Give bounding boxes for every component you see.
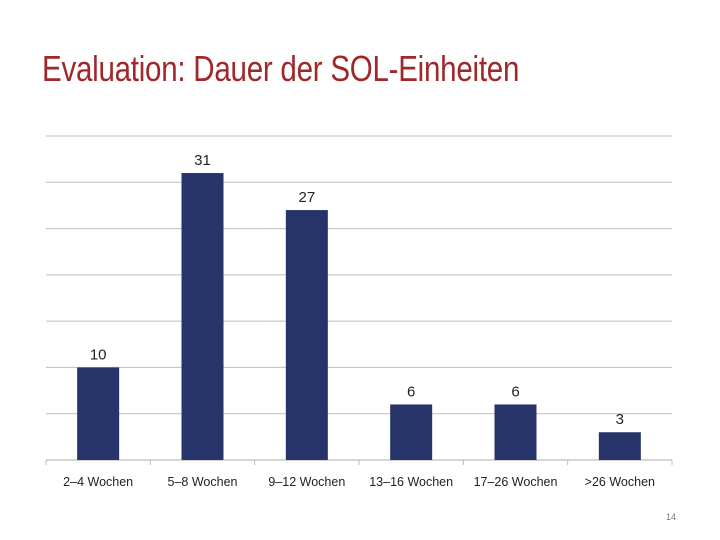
data-label: 3 bbox=[616, 411, 624, 428]
bar bbox=[285, 210, 328, 460]
category-label: 17–26 Wochen bbox=[474, 475, 558, 489]
grid-lines bbox=[45, 135, 673, 465]
data-labels: 10 31 27 6 6 3 bbox=[90, 152, 624, 428]
page-number: 14 bbox=[665, 512, 676, 522]
data-label: 6 bbox=[511, 383, 519, 400]
bar bbox=[77, 367, 120, 460]
bars bbox=[77, 173, 641, 460]
data-label: 27 bbox=[298, 189, 315, 206]
category-label: >26 Wochen bbox=[585, 475, 655, 489]
category-label: 5–8 Wochen bbox=[168, 475, 238, 489]
data-label: 31 bbox=[194, 152, 211, 169]
category-labels: 2–4 Wochen 5–8 Wochen 9–12 Wochen 13–16 Woc… bbox=[63, 475, 655, 489]
slide-title: Evaluation: Dauer der SOL-Einheiten bbox=[42, 48, 520, 89]
bar bbox=[390, 404, 433, 460]
category-label: 13–16 Wochen bbox=[369, 475, 453, 489]
data-label: 6 bbox=[407, 383, 415, 400]
bar bbox=[494, 404, 537, 460]
category-label: 9–12 Wochen bbox=[268, 475, 345, 489]
bar bbox=[181, 173, 224, 460]
bar bbox=[598, 432, 641, 460]
category-label: 2–4 Wochen bbox=[63, 475, 133, 489]
data-label: 10 bbox=[90, 346, 107, 363]
